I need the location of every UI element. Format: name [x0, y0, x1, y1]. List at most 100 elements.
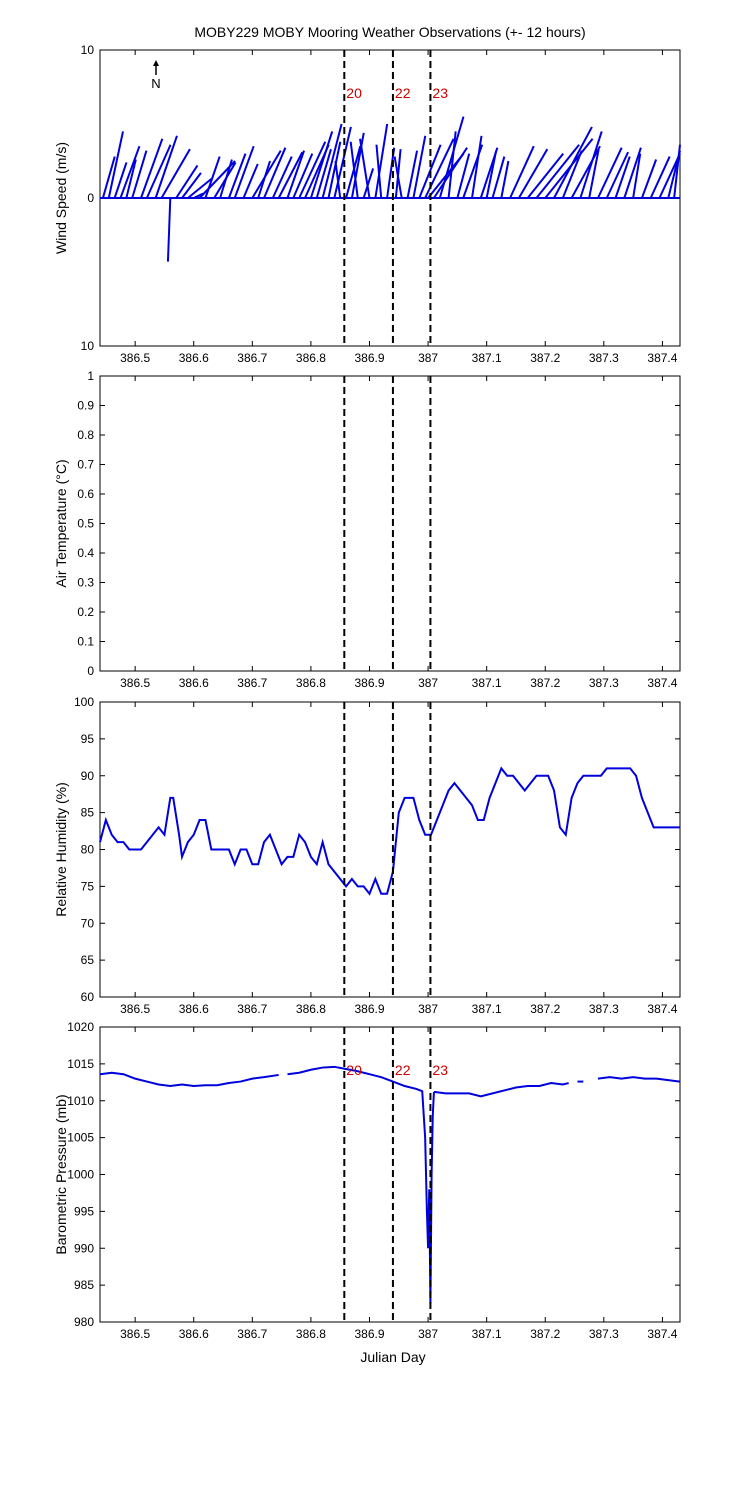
wind-stick: [345, 145, 362, 199]
x-tick-label: 386.9: [354, 1002, 384, 1016]
wind-stick: [491, 156, 506, 199]
wind-stick: [119, 145, 141, 199]
wind-speed-panel: 386.5 386.6 386.7 386.8 386.9 387 387.1 387.2 38…: [53, 43, 681, 365]
y-tick-label: 0.1: [77, 635, 94, 649]
x-axis-label: Julian Day: [360, 1349, 425, 1365]
x-tick-label: 386.6: [179, 1002, 209, 1016]
y-tick-label: 95: [81, 732, 95, 746]
y-axis-label: Relative Humidity (%): [53, 782, 69, 917]
x-tick-label: 387.2: [530, 351, 560, 365]
pressure-line: [433, 1082, 569, 1098]
y-tick-label: 70: [81, 916, 95, 930]
x-tick-label: 387.1: [472, 351, 502, 365]
x-tick-label: 386.7: [237, 351, 267, 365]
wind-stick: [107, 131, 124, 199]
wind-stick: [219, 159, 233, 199]
wind-stick: [257, 160, 271, 199]
wind-stick: [309, 131, 334, 199]
wind-stick: [160, 148, 191, 199]
wind-stick: [471, 135, 483, 199]
wind-stick: [277, 151, 304, 199]
x-tick-label: 386.5: [120, 351, 150, 365]
y-tick-label: 1015: [67, 1057, 94, 1071]
wind-stick: [412, 135, 427, 199]
air-temperature-panel: 386.5 386.6 386.7 386.8 386.9 387 387.1 387.2 38…: [53, 369, 681, 690]
wind-stick: [553, 126, 593, 199]
y-tick-label: 1005: [67, 1131, 94, 1145]
y-tick-label: 1000: [67, 1168, 94, 1182]
y-tick-label: 0.3: [77, 576, 94, 590]
wind-stick: [271, 156, 293, 199]
north-arrow: N: [151, 60, 161, 91]
wind-stick: [649, 156, 671, 199]
y-tick-label: 85: [81, 806, 95, 820]
plot-frame: [99, 1026, 681, 1323]
wind-stick: [447, 131, 457, 199]
wind-stick: [362, 168, 375, 199]
y-tick-label: 0.8: [77, 428, 94, 442]
x-tick-label: 387.1: [472, 1002, 502, 1016]
wind-stick: [292, 153, 314, 199]
wind-stick: [334, 160, 342, 199]
y-tick-label: 1010: [67, 1094, 94, 1108]
barometric-pressure-panel: 386.5 386.6 386.7 386.8 386.9 387 387.1 387.2 38…: [53, 1020, 681, 1341]
wind-stick: [204, 156, 221, 199]
wind-stick: [131, 150, 148, 199]
event-marker-label: 22: [395, 1062, 411, 1078]
wind-stick: [597, 147, 623, 199]
wind-stick: [113, 162, 128, 199]
wind-stick: [286, 150, 305, 199]
wind-stick: [570, 145, 601, 199]
x-tick-label: 387.4: [647, 351, 677, 365]
wind-stick: [509, 145, 535, 199]
y-tick-label: 0.9: [77, 399, 94, 413]
plot-frame: [99, 701, 681, 998]
north-arrow-head-icon: [153, 60, 159, 66]
y-tick-label: 1: [87, 369, 94, 383]
x-tick-label: 387.1: [472, 676, 502, 690]
x-tick-label: 387: [418, 351, 438, 365]
wind-stick: [349, 141, 359, 199]
wind-stick: [561, 150, 583, 199]
wind-stick: [438, 116, 465, 199]
wind-stick: [526, 152, 564, 199]
wind-stick: [227, 153, 247, 199]
x-tick-label: 386.6: [179, 351, 209, 365]
x-tick-label: 387.1: [472, 1327, 502, 1341]
wind-stick: [456, 153, 471, 199]
wind-stick: [623, 147, 642, 199]
y-tick-label: 90: [81, 769, 95, 783]
x-tick-label: 387.2: [530, 1002, 560, 1016]
x-tick-label: 386.8: [296, 1327, 326, 1341]
wind-stick: [175, 164, 199, 199]
x-tick-label: 386.9: [354, 676, 384, 690]
wind-stick: [640, 159, 658, 199]
y-tick-label: 75: [81, 879, 95, 893]
event-marker-label: 22: [395, 85, 411, 101]
y-axis-label: Barometric Pressure (mb): [53, 1094, 69, 1254]
wind-stick: [375, 144, 383, 199]
wind-stick: [242, 163, 259, 199]
wind-stick: [321, 123, 343, 199]
x-tick-label: 386.8: [296, 1002, 326, 1016]
pressure-line: [597, 1076, 681, 1083]
x-tick-label: 386.8: [296, 351, 326, 365]
wind-stick: [166, 197, 172, 262]
y-tick-label: 80: [81, 843, 95, 857]
x-tick-label: 386.7: [237, 1002, 267, 1016]
wind-stick: [406, 150, 419, 199]
x-tick-label: 387.3: [589, 1002, 619, 1016]
y-axis-label: Wind Speed (m/s): [53, 142, 69, 254]
wind-stick: [315, 148, 332, 199]
x-tick-label: 386.5: [120, 676, 150, 690]
wind-stick: [187, 177, 213, 199]
y-tick-label: 10: [81, 339, 95, 353]
north-label: N: [151, 76, 160, 91]
wind-stick: [154, 135, 178, 199]
wind-stick: [298, 141, 327, 199]
x-tick-label: 386.7: [237, 1327, 267, 1341]
y-tick-label: 0.2: [77, 605, 94, 619]
x-tick-label: 386.6: [179, 1327, 209, 1341]
event-marker-label: 20: [346, 85, 362, 101]
